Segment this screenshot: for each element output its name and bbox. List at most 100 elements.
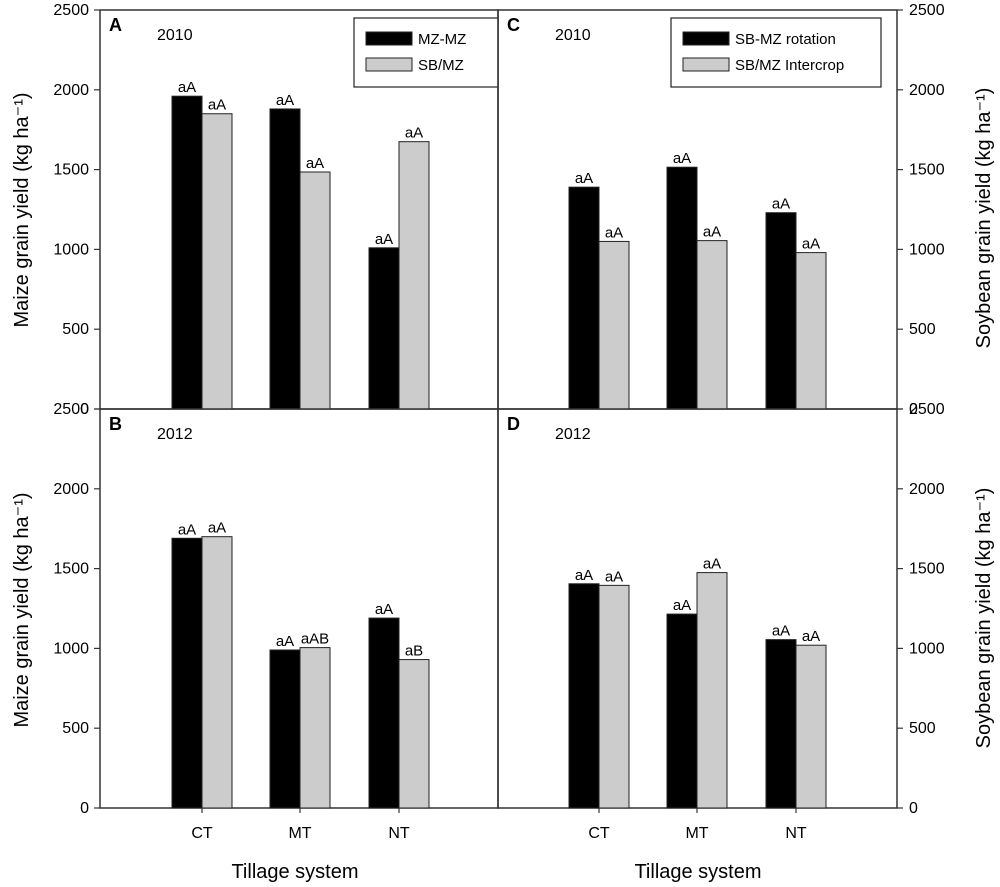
bar-ct-series-2 — [201, 536, 233, 809]
bar-ct-series-1 — [171, 537, 203, 809]
data-label: aA — [405, 125, 423, 142]
bar-mt-series-1 — [666, 613, 698, 809]
data-label: aA — [208, 97, 226, 114]
data-label: aA — [375, 601, 393, 618]
y-tick-label: 2500 — [909, 401, 945, 418]
x-tick-label: NT — [785, 825, 807, 842]
legend-label: SB/MZ — [418, 57, 464, 74]
legend-box — [353, 17, 499, 88]
y-tick-label: 2000 — [53, 481, 89, 498]
bar-nt-series-1 — [368, 617, 400, 809]
y-tick-label: 2000 — [53, 82, 89, 99]
data-label: aA — [802, 628, 820, 645]
panel-letter: D — [507, 414, 520, 434]
data-label: aA — [575, 170, 593, 187]
bar-ct-series-2 — [201, 113, 233, 410]
y-tick-label: 1000 — [909, 640, 945, 657]
bar-nt-series-1 — [765, 639, 797, 809]
data-label: aA — [375, 231, 393, 248]
y-tick-label: 0 — [909, 401, 918, 418]
panel-a: 0 500 1000 1500 2000 2500 aA aA aA aA aA aA A 2010 MZ-… — [53, 2, 499, 418]
y-axis-title-right-top: Soybean grain yield (kg ha⁻¹) — [973, 88, 995, 349]
x-axis-title-right: Tillage system — [634, 861, 761, 883]
data-label: aA — [208, 520, 226, 537]
y-tick-label: 500 — [62, 321, 89, 338]
y-tick-label: 2500 — [909, 2, 945, 19]
data-label: aA — [703, 556, 721, 573]
legend: MZ-MZ SB/MZ — [353, 17, 499, 88]
panel-b: 0 500 1000 1500 2000 2500 aA aA CT aA aAB MT aA aB NT B… — [53, 401, 499, 842]
legend: SB-MZ rotation SB/MZ Intercrop — [670, 17, 882, 88]
data-label: aA — [703, 224, 721, 241]
y-tick-label: 1500 — [909, 162, 945, 179]
data-label: aA — [306, 155, 324, 172]
data-label: aA — [673, 150, 691, 167]
data-label: aA — [178, 79, 196, 96]
bar-ct-series-2 — [598, 584, 630, 809]
data-label: aAB — [301, 631, 329, 648]
y-tick-label: 0 — [80, 800, 89, 817]
bar-ct-series-1 — [568, 583, 600, 809]
bar-mt-series-2 — [299, 171, 331, 410]
bar-mt-series-1 — [666, 166, 698, 410]
panel-year: 2010 — [157, 27, 193, 44]
x-axis-title-left: Tillage system — [231, 861, 358, 883]
bar-ct-series-1 — [568, 186, 600, 410]
x-tick-label: CT — [191, 825, 213, 842]
legend-label: SB/MZ Intercrop — [735, 57, 844, 74]
y-tick-label: 1500 — [53, 162, 89, 179]
legend-box — [670, 17, 882, 88]
data-label: aB — [405, 643, 423, 660]
panel-year: 2012 — [555, 426, 591, 443]
panel-d: 0 500 1000 1500 2000 2500 aA aA CT aA aA MT aA aA NT D 2… — [497, 401, 945, 842]
bar-mt-series-2 — [299, 647, 331, 809]
y-tick-label: 1500 — [53, 561, 89, 578]
y-tick-label: 0 — [80, 401, 89, 418]
x-tick-label: NT — [388, 825, 410, 842]
y-tick-label: 2500 — [53, 401, 89, 418]
bar-ct-series-2 — [598, 240, 630, 410]
panels: 0 500 1000 1500 2000 2500 aA aA aA aA aA aA A 2010 MZ-… — [53, 2, 944, 842]
x-tick-label: MT — [288, 825, 311, 842]
data-label: aA — [575, 567, 593, 584]
x-tick-label: MT — [685, 825, 708, 842]
data-label: aA — [673, 597, 691, 614]
y-tick-label: 0 — [909, 800, 918, 817]
bar-nt-series-1 — [368, 247, 400, 410]
bar-ct-series-1 — [171, 95, 203, 410]
y-tick-label: 1500 — [909, 561, 945, 578]
legend-swatch — [682, 57, 730, 72]
y-tick-label: 2000 — [909, 481, 945, 498]
panel-letter: C — [507, 15, 520, 35]
y-axis-title-right-bottom: Soybean grain yield (kg ha⁻¹) — [973, 488, 995, 749]
bar-nt-series-2 — [795, 644, 827, 809]
legend-label: MZ-MZ — [418, 31, 466, 48]
bar-nt-series-2 — [795, 252, 827, 410]
bar-nt-series-2 — [398, 141, 430, 410]
legend-swatch — [365, 31, 413, 46]
legend-swatch — [682, 31, 730, 46]
panel-c: 0 500 1000 1500 2000 2500 aA aA aA aA aA aA C 2010 SB-… — [497, 2, 945, 418]
bar-nt-series-1 — [765, 212, 797, 410]
legend-swatch — [365, 57, 413, 72]
panel-year: 2012 — [157, 426, 193, 443]
panel-year: 2010 — [555, 27, 591, 44]
y-tick-label: 500 — [909, 720, 936, 737]
y-tick-label: 2500 — [53, 2, 89, 19]
data-label: aA — [276, 633, 294, 650]
data-label: aA — [772, 623, 790, 640]
data-label: aA — [178, 521, 196, 538]
y-tick-label: 500 — [62, 720, 89, 737]
legend-label: SB-MZ rotation — [735, 31, 836, 48]
bar-mt-series-1 — [269, 108, 301, 410]
y-tick-label: 1000 — [53, 640, 89, 657]
data-label: aA — [802, 236, 820, 253]
y-axis-title-left-top: Maize grain yield (kg ha⁻¹) — [11, 92, 33, 327]
bar-mt-series-2 — [696, 572, 728, 809]
y-axis-title-left-bottom: Maize grain yield (kg ha⁻¹) — [11, 492, 33, 727]
y-tick-label: 1000 — [909, 241, 945, 258]
bar-mt-series-2 — [696, 240, 728, 410]
bar-nt-series-2 — [398, 659, 430, 809]
bar-mt-series-1 — [269, 649, 301, 809]
